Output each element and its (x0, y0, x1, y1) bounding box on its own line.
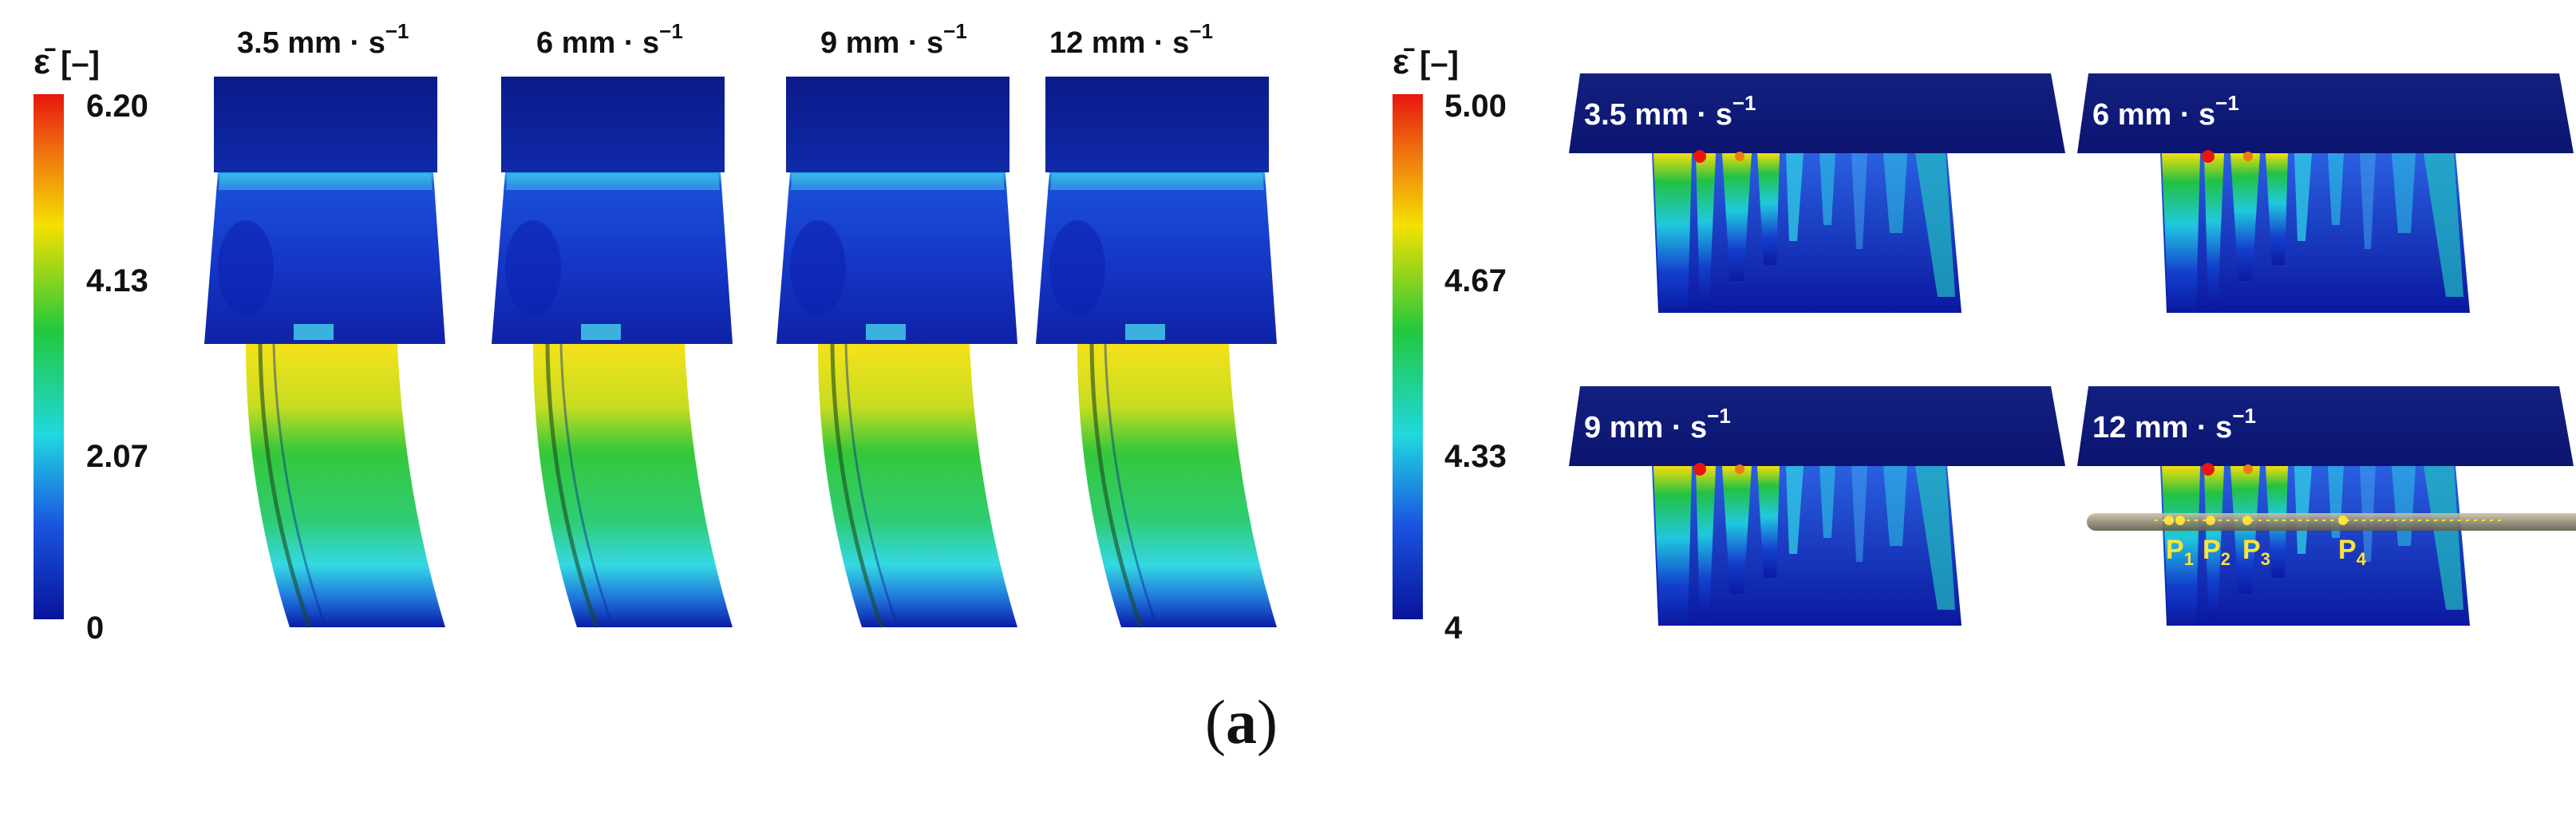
left-colorbar (34, 94, 64, 619)
left-sample-1 (204, 77, 445, 627)
point-marker-1b (2175, 516, 2185, 525)
point-marker-4 (2338, 516, 2348, 525)
left-tick-max: 6.20 (86, 89, 148, 124)
left-colorbar-symbol: ε̄ (34, 42, 56, 81)
left-speed-label-3: 9 mm · s−1 (820, 19, 967, 60)
point-marker-3 (2242, 516, 2252, 525)
left-speed-label-1: 3.5 mm · s−1 (237, 19, 409, 60)
left-speed-label-4: 12 mm · s−1 (1049, 19, 1213, 60)
left-tick-min: 0 (86, 611, 104, 646)
left-tick-lower: 2.07 (86, 439, 148, 474)
right-colorbar-unit: [–] (1420, 45, 1459, 81)
right-speed-label-2: 6 mm · s−1 (2092, 91, 2239, 132)
point-marker-1 (2164, 516, 2174, 525)
point-label-1: P1 (2166, 535, 2194, 569)
right-tick-upper: 4.67 (1444, 263, 1507, 298)
left-speed-label-2: 6 mm · s−1 (536, 19, 683, 60)
right-speed-label-1: 3.5 mm · s−1 (1584, 91, 1756, 132)
left-sample-3 (776, 77, 1017, 627)
left-tick-upper: 4.13 (86, 263, 148, 298)
point-label-3: P3 (2242, 535, 2270, 569)
measurement-line (2087, 513, 2576, 531)
right-speed-label-3: 9 mm · s−1 (1584, 404, 1731, 445)
left-sample-2 (492, 77, 733, 627)
left-sample-4 (1036, 77, 1277, 627)
measurement-points (2164, 516, 2348, 525)
figure-caption: (a) (1205, 687, 1278, 757)
left-colorbar-unit: [–] (61, 45, 100, 81)
right-tick-lower: 4.33 (1444, 439, 1507, 474)
right-speed-label-4: 12 mm · s−1 (2092, 404, 2256, 445)
right-tick-min: 4 (1444, 611, 1463, 646)
point-label-2: P2 (2203, 535, 2230, 569)
point-label-4: P4 (2338, 535, 2367, 569)
right-tick-max: 5.00 (1444, 89, 1507, 124)
right-colorbar-symbol: ε̄ (1393, 42, 1415, 81)
point-marker-2 (2206, 516, 2215, 525)
right-colorbar (1393, 94, 1423, 619)
